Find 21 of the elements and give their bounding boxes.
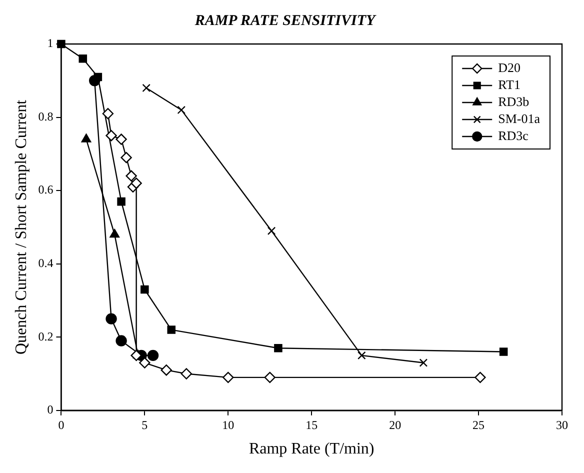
y-tick-label: 0.4 bbox=[38, 256, 54, 270]
legend-label: RT1 bbox=[498, 76, 520, 92]
x-tick-label: 30 bbox=[556, 418, 568, 432]
y-tick-label: 0.2 bbox=[38, 329, 54, 344]
x-tick-label: 0 bbox=[58, 418, 64, 432]
y-tick-label: 1 bbox=[47, 36, 54, 50]
x-axis-title: Ramp Rate (T/min) bbox=[248, 440, 374, 458]
y-tick-label: 0.8 bbox=[38, 109, 54, 124]
y-tick-label: 0.6 bbox=[38, 182, 54, 197]
y-tick-label: 0 bbox=[47, 402, 54, 417]
chart-title: RAMP RATE SENSITIVITY bbox=[194, 12, 377, 29]
y-axis-title: Quench Current / Short Sample Current bbox=[12, 99, 30, 355]
legend-label: SM-01a bbox=[498, 110, 540, 126]
x-tick-label: 10 bbox=[222, 418, 234, 432]
legend-label: RD3b bbox=[498, 94, 530, 109]
legend-label: D20 bbox=[498, 60, 520, 75]
x-tick-label: 25 bbox=[472, 418, 485, 432]
x-tick-label: 15 bbox=[306, 418, 318, 432]
x-tick-label: 20 bbox=[389, 418, 402, 432]
x-tick-label: 5 bbox=[142, 418, 148, 432]
legend-label: RD3c bbox=[498, 128, 529, 143]
